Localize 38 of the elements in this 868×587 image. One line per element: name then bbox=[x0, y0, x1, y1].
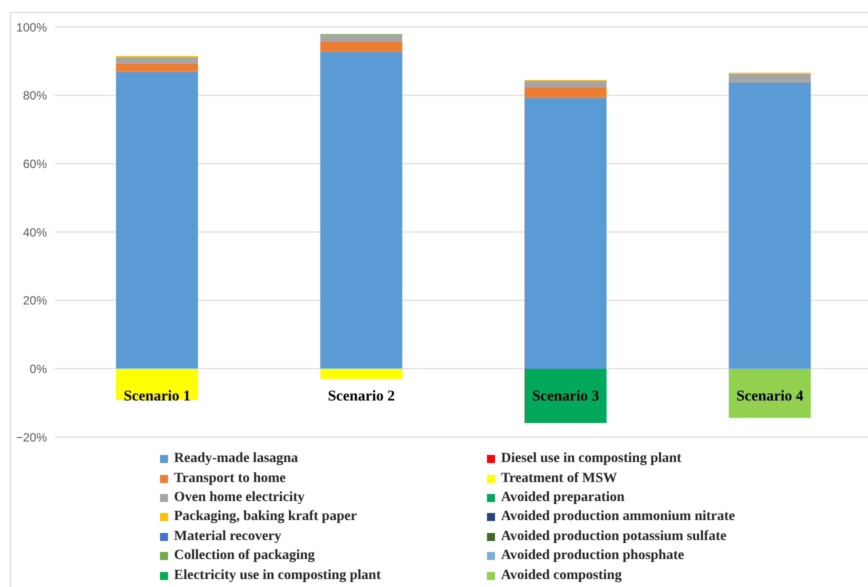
bar bbox=[320, 368, 402, 379]
x-tick-label: Scenario 4 bbox=[736, 388, 804, 405]
legend-label: Transport to home bbox=[174, 470, 286, 487]
y-tick-label: 0% bbox=[30, 362, 48, 376]
bar bbox=[320, 52, 402, 369]
bar bbox=[728, 74, 811, 82]
bar bbox=[320, 41, 402, 52]
bar bbox=[116, 72, 198, 369]
bar bbox=[320, 35, 402, 42]
bar bbox=[116, 63, 198, 72]
y-tick-label: 40% bbox=[22, 225, 48, 240]
legend-label: Avoided production phosphate bbox=[501, 548, 684, 564]
x-tick-label: Scenario 3 bbox=[532, 388, 600, 405]
y-tick-label: 60% bbox=[22, 156, 48, 171]
bar bbox=[728, 368, 811, 418]
bar bbox=[524, 87, 606, 98]
legend-label: Avoided preparation bbox=[501, 490, 625, 506]
bar bbox=[728, 82, 811, 369]
x-tick-label: Scenario 2 bbox=[328, 388, 395, 405]
legend-label: Diesel use in composting plant bbox=[501, 451, 682, 468]
legend-label: Oven home electricity bbox=[174, 490, 305, 506]
bar bbox=[524, 80, 606, 88]
legend-label: Electricity use in composting plant bbox=[174, 568, 381, 584]
bar bbox=[524, 98, 606, 369]
legend-label: Treatment of MSW bbox=[501, 470, 618, 487]
legend-label: Avoided production potassium sulfate bbox=[501, 528, 726, 545]
legend-label: Avoided composting bbox=[501, 568, 622, 584]
y-tick-label: 100% bbox=[16, 20, 48, 34]
legend-label: Ready-made lasagna bbox=[174, 451, 298, 468]
legend-label: Material recovery bbox=[174, 528, 282, 545]
y-tick-label: 20% bbox=[22, 294, 48, 308]
y-tick-label: 80% bbox=[22, 88, 48, 103]
bar bbox=[524, 368, 606, 423]
bar bbox=[116, 57, 198, 64]
legend-label: Packaging, baking kraft paper bbox=[174, 509, 357, 526]
legend-label: Avoided production ammonium nitrate bbox=[501, 509, 735, 526]
legend-label: Collection of packaging bbox=[174, 548, 315, 564]
y-tick-label: −20% bbox=[16, 430, 48, 444]
